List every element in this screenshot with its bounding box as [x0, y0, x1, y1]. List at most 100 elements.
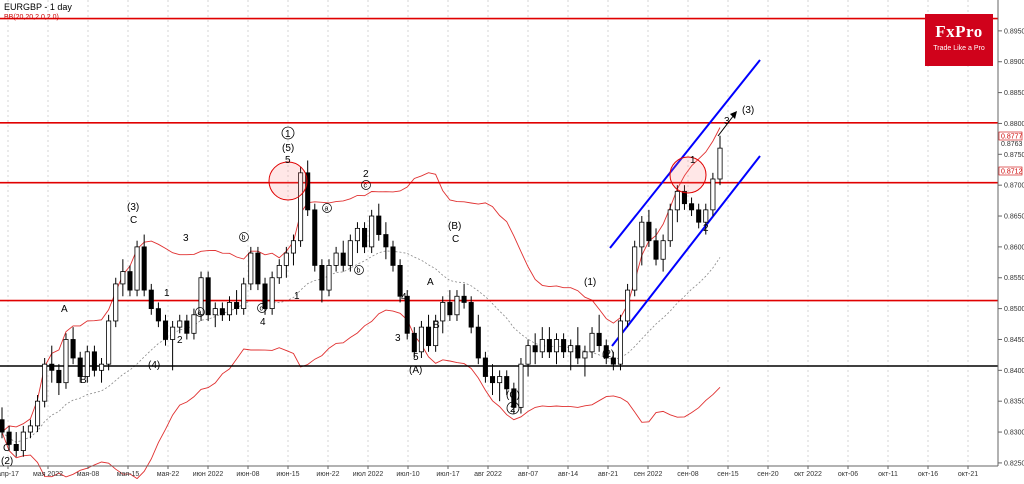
candle-body — [689, 203, 695, 211]
candle — [35, 395, 41, 433]
wave-label: 2 — [177, 335, 183, 346]
circled-label-text: 2 — [510, 404, 516, 415]
bollinger-middle — [1, 250, 721, 443]
candle — [354, 222, 360, 254]
channel-upper-line — [609, 59, 761, 249]
candle — [632, 240, 638, 297]
x-tick-label: окт 2022 — [794, 471, 822, 478]
candle-body — [290, 240, 296, 254]
x-tick-label: авг 2022 — [474, 471, 502, 478]
logo-brand: FxPro — [935, 22, 983, 41]
candle — [497, 370, 503, 402]
wave-label: 2 — [363, 169, 369, 180]
candle — [319, 259, 325, 303]
candle-body — [667, 209, 673, 242]
candle — [603, 339, 609, 365]
candle-body — [532, 345, 538, 353]
price-badges: 0.8777 0.8763 0.8712 — [998, 131, 1023, 176]
candle — [56, 364, 62, 396]
candle — [369, 209, 375, 254]
y-tick-label: 0.8550 — [1004, 275, 1024, 282]
candle — [184, 314, 190, 340]
candle-body — [433, 320, 439, 347]
circled-label: a — [322, 203, 332, 213]
candle — [475, 314, 481, 365]
candle — [404, 290, 410, 340]
candle-body — [56, 369, 62, 384]
candle — [681, 185, 687, 210]
y-tick-label: 0.8800 — [1004, 121, 1024, 128]
y-tick-label: 0.8250 — [1004, 460, 1024, 467]
circled-label-ring — [354, 265, 364, 275]
candle — [518, 357, 524, 414]
candle-body — [91, 351, 97, 371]
candle — [20, 425, 26, 457]
x-tick-label: окт-11 — [878, 471, 898, 478]
candle — [454, 290, 460, 321]
candle — [383, 222, 389, 260]
candle — [511, 382, 517, 414]
candle-body — [376, 215, 382, 235]
candle — [362, 222, 368, 254]
x-tick-label: апр-17 — [0, 471, 19, 478]
candle — [42, 357, 48, 408]
candle — [155, 302, 161, 328]
wave-label: 1 — [164, 288, 170, 299]
candle — [539, 327, 545, 358]
candle-body — [418, 326, 424, 353]
candle — [561, 333, 567, 358]
candle — [283, 246, 289, 278]
candle-body — [248, 252, 254, 285]
candle — [276, 259, 282, 284]
candle-body — [27, 425, 33, 433]
candle-body — [553, 339, 560, 353]
candle-body — [639, 221, 645, 248]
fxpro-logo: FxPro Trade Like a Pro — [925, 14, 993, 66]
candles — [0, 135, 723, 457]
candle — [13, 432, 19, 457]
candle-body — [717, 147, 723, 180]
circled-label-ring — [239, 232, 249, 242]
candle-body — [696, 209, 702, 223]
candle — [440, 296, 446, 334]
candle-body — [333, 252, 339, 266]
wave-label: (A) — [409, 365, 422, 376]
wave-label: 5 — [413, 352, 419, 363]
candle — [710, 172, 716, 217]
candle-body — [120, 271, 126, 285]
candle-body — [440, 302, 446, 322]
candle — [347, 234, 353, 272]
wave-label: 2 — [703, 223, 709, 234]
candle-body — [468, 302, 474, 328]
candle-body — [568, 345, 574, 353]
x-tick-label: сен 2022 — [634, 471, 663, 478]
y-tick-label: 0.8900 — [1004, 59, 1024, 66]
wave-label: A — [427, 277, 434, 288]
candle — [205, 271, 211, 321]
candle-body — [660, 240, 666, 260]
candle-body — [347, 240, 353, 266]
x-tick-label: сен-20 — [757, 471, 778, 478]
candle-body — [504, 376, 510, 390]
price-badge-2-box — [998, 166, 1023, 176]
y-tick-label: 0.8600 — [1004, 244, 1024, 251]
candle-body — [632, 246, 638, 291]
candle-body — [326, 265, 332, 291]
candle-body — [582, 351, 588, 359]
candle-body — [63, 339, 69, 384]
candle-body — [141, 246, 147, 291]
candle-body — [596, 332, 602, 347]
candle-body — [226, 302, 233, 316]
candle-body — [603, 345, 609, 359]
candle-body — [35, 400, 41, 427]
candle — [674, 185, 680, 223]
candle — [134, 240, 140, 297]
wave-label: 3 — [183, 233, 189, 244]
y-tick-label: 0.8750 — [1004, 152, 1024, 159]
candle — [234, 290, 240, 315]
circled-label: b — [239, 232, 249, 242]
candle — [27, 419, 33, 439]
circled-label: 1 — [281, 126, 295, 140]
candle — [148, 283, 154, 315]
x-tick-label: мая-15 — [117, 471, 140, 478]
